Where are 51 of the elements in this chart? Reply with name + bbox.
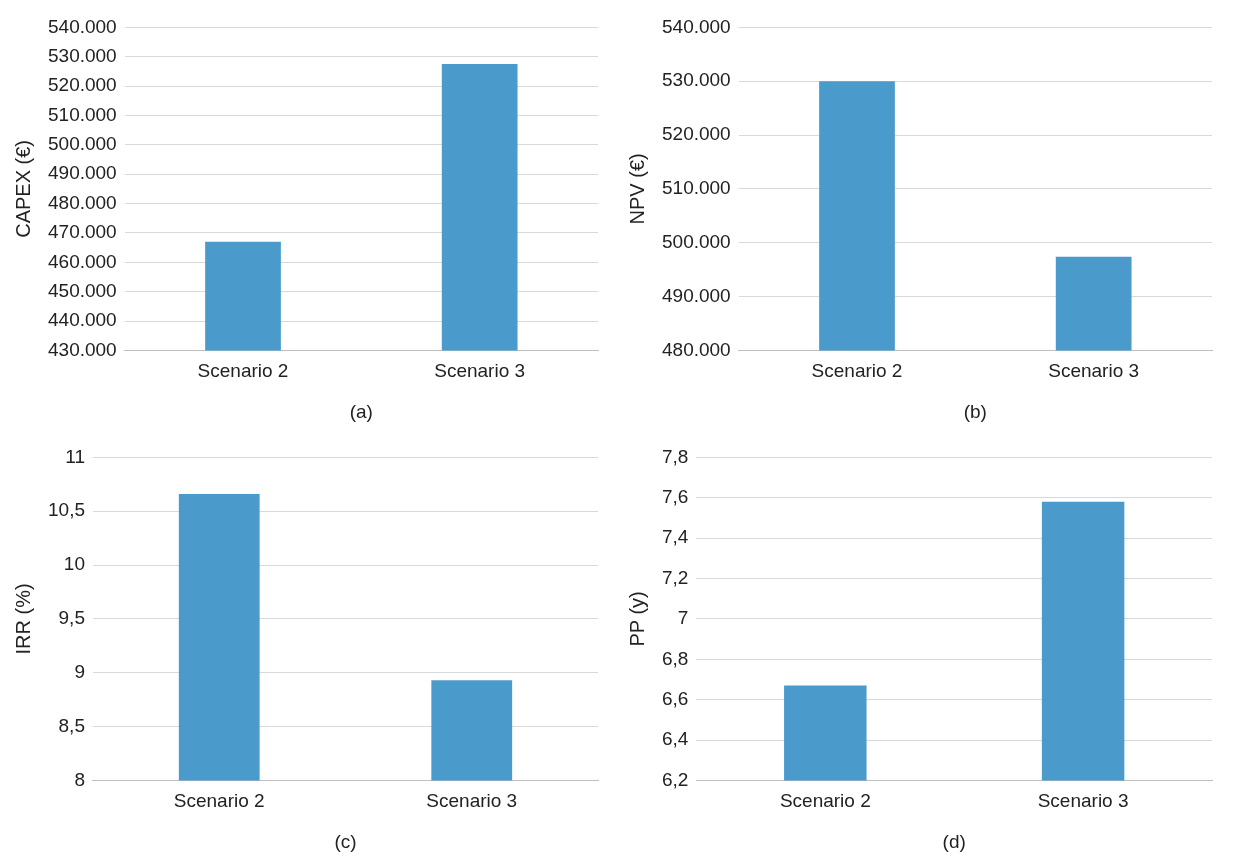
x-tick-label: Scenario 2 bbox=[811, 360, 903, 382]
y-tick-label: 10 bbox=[63, 553, 85, 575]
y-tick-label: 9 bbox=[74, 660, 85, 682]
y-tick-label: 8 bbox=[74, 768, 85, 790]
y-tick-label: 440.000 bbox=[47, 309, 117, 331]
y-tick-label: 540.000 bbox=[47, 15, 117, 37]
y-tick-label: 460.000 bbox=[47, 250, 117, 272]
y-tick-label: 6,4 bbox=[661, 728, 689, 750]
y-tick-label: 480.000 bbox=[661, 338, 731, 360]
y-tick-label: 10,5 bbox=[48, 499, 85, 521]
x-axis-title: (d) bbox=[942, 830, 966, 852]
y-tick-label: 500.000 bbox=[661, 230, 731, 252]
y-tick-label: 510.000 bbox=[47, 103, 117, 125]
x-axis-title: (a) bbox=[349, 400, 373, 422]
y-axis-title: CAPEX (€) bbox=[11, 139, 34, 238]
x-axis-title: (c) bbox=[334, 830, 357, 852]
y-tick-label: 540.000 bbox=[661, 15, 731, 37]
x-axis-title: (b) bbox=[963, 400, 987, 422]
y-tick-label: 480.000 bbox=[47, 191, 117, 213]
x-tick-label: Scenario 2 bbox=[173, 790, 265, 812]
y-tick-label: 490.000 bbox=[47, 162, 117, 184]
y-tick-label: 6,8 bbox=[661, 647, 689, 669]
y-tick-label: 6,2 bbox=[661, 768, 689, 790]
y-tick-label: 530.000 bbox=[47, 45, 117, 66]
y-axis-title: NPV (€) bbox=[625, 153, 648, 225]
y-tick-label: 7,2 bbox=[661, 566, 689, 588]
y-tick-label: 500.000 bbox=[47, 133, 117, 155]
y-tick-label: 470.000 bbox=[47, 221, 117, 243]
y-tick-label: 7,6 bbox=[661, 486, 689, 508]
y-tick-label: 490.000 bbox=[661, 284, 731, 306]
x-tick-label: Scenario 2 bbox=[779, 790, 871, 812]
x-tick-label: Scenario 3 bbox=[434, 360, 526, 382]
y-tick-label: 7,4 bbox=[661, 526, 689, 548]
y-tick-label: 6,6 bbox=[661, 687, 689, 709]
y-axis-title: PP (y) bbox=[625, 591, 648, 647]
x-tick-label: Scenario 3 bbox=[1037, 790, 1129, 812]
x-tick-label: Scenario 3 bbox=[1048, 360, 1140, 382]
x-tick-label: Scenario 2 bbox=[197, 360, 289, 382]
y-tick-label: 11 bbox=[65, 445, 85, 467]
y-tick-label: 510.000 bbox=[661, 177, 731, 199]
y-tick-label: 520.000 bbox=[661, 123, 731, 145]
y-tick-label: 530.000 bbox=[661, 69, 731, 91]
y-tick-label: 7,8 bbox=[661, 445, 689, 467]
y-axis-title: IRR (%) bbox=[11, 583, 34, 655]
y-tick-label: 520.000 bbox=[47, 74, 117, 96]
y-tick-label: 9,5 bbox=[58, 607, 85, 629]
x-tick-label: Scenario 3 bbox=[426, 790, 518, 812]
y-tick-label: 7 bbox=[677, 607, 689, 629]
y-tick-label: 8,5 bbox=[58, 714, 85, 736]
y-tick-label: 450.000 bbox=[47, 279, 117, 301]
y-tick-label: 430.000 bbox=[47, 338, 117, 360]
